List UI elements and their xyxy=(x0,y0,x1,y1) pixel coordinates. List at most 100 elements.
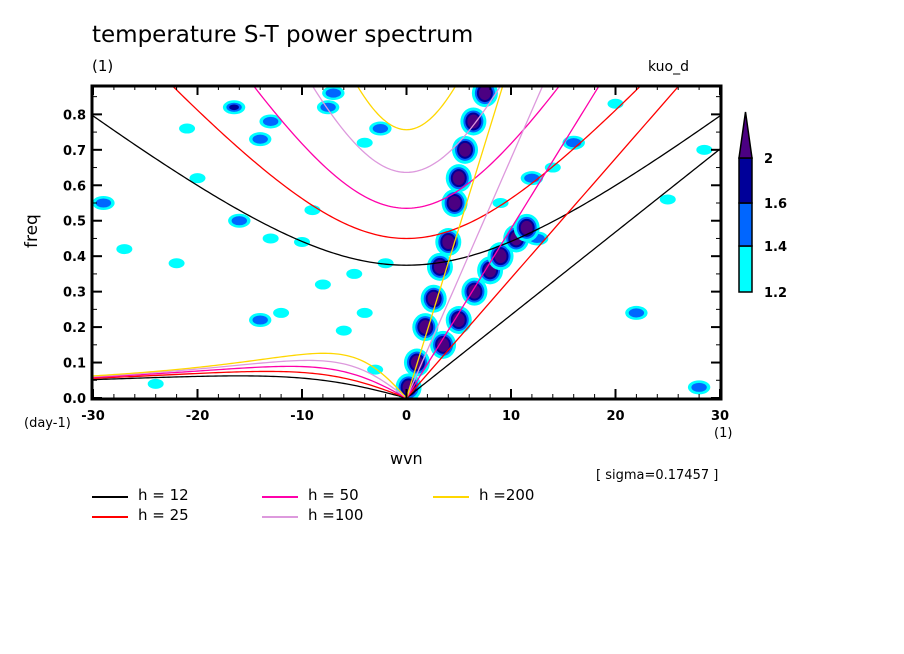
rossby-curve xyxy=(93,370,407,399)
contour-blob-core xyxy=(95,198,112,208)
y-tick-label: 0.2 xyxy=(63,321,86,336)
contour-blob xyxy=(346,268,363,279)
x-tick-label: 0 xyxy=(402,409,411,424)
x-tick-label: -30 xyxy=(81,409,105,424)
chart-subtitle-experiment: kuo_d xyxy=(648,59,690,75)
contour-blob-core xyxy=(325,88,342,98)
colorbar-label: 1.4 xyxy=(764,240,787,255)
contour-blob xyxy=(492,198,509,208)
rossby-curve xyxy=(93,375,407,399)
ridge-blob-core xyxy=(459,142,472,157)
contour-blob xyxy=(314,279,331,290)
x-tick-label: 30 xyxy=(711,409,729,424)
legend-swatch xyxy=(262,516,298,518)
contour-blob xyxy=(116,244,133,255)
contour-blob xyxy=(377,258,394,269)
axis-ticks xyxy=(92,86,721,399)
legend-label: h = 25 xyxy=(138,506,189,524)
legend-label: h =200 xyxy=(479,486,535,504)
legend-label: h = 50 xyxy=(308,486,359,504)
contour-fills xyxy=(93,86,713,399)
rossby-curve xyxy=(93,352,407,399)
contour-blob-core xyxy=(524,173,540,183)
contour-blob xyxy=(607,98,624,109)
ridge-blob-core xyxy=(520,220,533,235)
colorbar-extend-triangle xyxy=(738,111,753,159)
y-tick-label: 0.7 xyxy=(63,144,86,159)
contour-blob xyxy=(659,194,676,205)
x-tick-label: 20 xyxy=(606,409,624,424)
ridge-blob-core xyxy=(494,249,507,264)
ridge-blob-core xyxy=(427,291,440,306)
gravity-curve xyxy=(356,86,457,131)
x-tick-label: -20 xyxy=(186,409,210,424)
contour-blob xyxy=(168,258,185,269)
colorbar-label: 2 xyxy=(764,152,773,167)
contour-blob xyxy=(262,233,279,244)
x-tick-label: 10 xyxy=(502,409,520,424)
y-tick-label: 0.3 xyxy=(63,286,86,301)
y-tick-label: 0.8 xyxy=(63,108,86,123)
x-tick-label: -10 xyxy=(290,409,314,424)
ridge-blob-core xyxy=(478,86,491,101)
legend-swatch xyxy=(433,496,469,498)
ridge-blob-core xyxy=(468,284,481,299)
rossby-curve xyxy=(93,365,407,399)
legend-label: h =100 xyxy=(308,506,364,524)
contour-blob-core xyxy=(372,123,389,134)
legend-swatch xyxy=(92,516,128,518)
legend-swatch xyxy=(262,496,298,498)
y-axis-unit: (day-1) xyxy=(24,416,71,431)
y-tick-label: 0.0 xyxy=(63,392,86,407)
colorbar-segment xyxy=(738,157,753,204)
ridge-blob-core xyxy=(419,320,432,335)
contour-blob-core xyxy=(262,116,279,127)
ridge-blob-core xyxy=(467,114,480,129)
ridge-blob-core xyxy=(437,337,450,352)
rossby-curve xyxy=(93,359,407,399)
contour-blob-core xyxy=(229,104,239,111)
x-axis-unit: (1) xyxy=(714,426,733,441)
contour-blob-core xyxy=(252,315,268,325)
contour-blob-core xyxy=(691,382,707,392)
legend-label: h = 12 xyxy=(138,486,189,504)
ridge-blob-core xyxy=(452,313,465,327)
contour-blob-core xyxy=(252,134,268,144)
colorbar: 1.2 1.4 1.6 2 xyxy=(738,111,787,301)
axis-tick-labels: -30 -20 -10 0 10 20 30 0.0 0.1 0.2 0.3 0.4 0.5 0.6 0.7… xyxy=(63,108,729,424)
y-tick-label: 0.5 xyxy=(63,215,86,230)
colorbar-label: 1.2 xyxy=(764,286,787,301)
contour-blob xyxy=(179,123,196,134)
chart-subtitle-units: (1) xyxy=(92,57,114,75)
ridge-blob-core xyxy=(448,196,461,210)
gravity-curve xyxy=(311,86,502,174)
y-tick-label: 0.4 xyxy=(63,250,86,265)
colorbar-label: 1.6 xyxy=(764,197,787,212)
contour-blob xyxy=(335,325,352,336)
colorbar-segment xyxy=(738,245,753,293)
contour-blob xyxy=(356,307,373,318)
ridge-blob-core xyxy=(442,235,455,249)
dispersion-curves xyxy=(93,86,721,399)
kelvin-curve xyxy=(406,86,680,399)
y-tick-label: 0.6 xyxy=(63,179,86,194)
legend-swatch xyxy=(92,496,128,498)
kelvin-curve xyxy=(406,148,721,399)
chart-title: temperature S-T power spectrum xyxy=(92,22,474,48)
contour-blob xyxy=(147,378,164,389)
contour-blob-core xyxy=(231,216,247,226)
contour-blob xyxy=(189,173,206,184)
kelvin-curve xyxy=(405,86,504,399)
colorbar-segment xyxy=(738,202,753,247)
gravity-curve xyxy=(171,86,642,240)
contour-blob xyxy=(304,205,321,216)
gravity-curve xyxy=(252,86,561,209)
contour-blob xyxy=(356,137,373,148)
contour-blob-core xyxy=(566,138,582,148)
gravity-curve xyxy=(93,115,721,266)
contour-blob xyxy=(273,307,290,318)
kelvin-curve xyxy=(405,86,600,399)
contour-blob-core xyxy=(628,308,645,318)
ridge-blob-core xyxy=(452,171,465,186)
